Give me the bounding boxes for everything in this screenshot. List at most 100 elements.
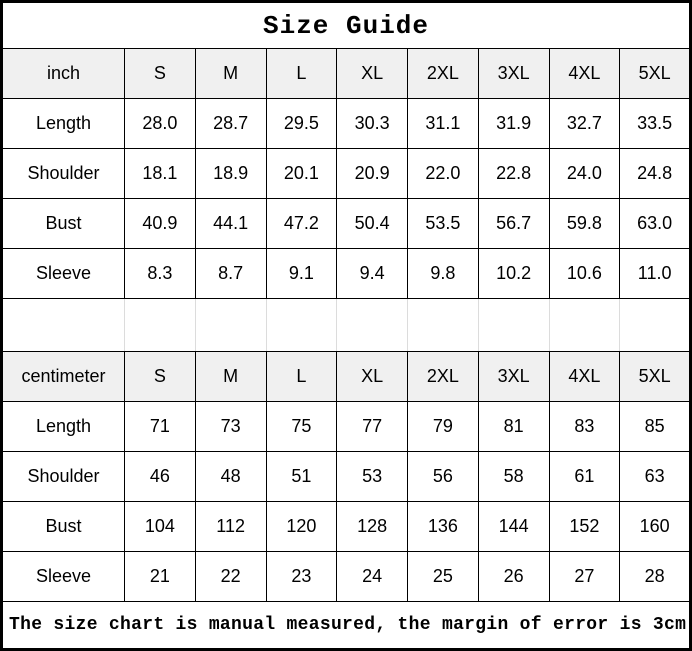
size-header-cell: 4XL — [548, 351, 621, 402]
value-cell: 8.3 — [124, 248, 196, 299]
spacer-cell — [407, 298, 479, 352]
size-header-cell: XL — [336, 48, 408, 99]
value-cell: 28.7 — [194, 98, 267, 149]
spacer-cell — [194, 298, 267, 352]
value-cell: 8.7 — [194, 248, 267, 299]
value-cell: 73 — [194, 401, 267, 452]
value-cell: 112 — [194, 501, 267, 552]
value-cell: 9.4 — [336, 248, 408, 299]
measure-label-cell: Bust — [1, 501, 125, 552]
centimeter-header-row: centimeter S M L XL 2XL 3XL 4XL 5XL — [1, 351, 691, 402]
value-cell: 10.6 — [548, 248, 621, 299]
value-cell: 77 — [336, 401, 408, 452]
size-header-cell: 5XL — [619, 351, 691, 402]
value-cell: 63.0 — [619, 198, 691, 249]
value-cell: 21 — [124, 551, 196, 602]
size-header-cell: S — [124, 351, 196, 402]
measure-label-cell: Sleeve — [1, 551, 125, 602]
size-header-cell: 3XL — [477, 48, 550, 99]
inch-header-row: inch S M L XL 2XL 3XL 4XL 5XL — [1, 48, 691, 99]
value-cell: 61 — [548, 451, 621, 502]
value-cell: 63 — [619, 451, 691, 502]
value-cell: 59.8 — [548, 198, 621, 249]
value-cell: 47.2 — [265, 198, 338, 249]
value-cell: 23 — [265, 551, 338, 602]
size-header-cell: 3XL — [477, 351, 550, 402]
value-cell: 24 — [336, 551, 408, 602]
footer-note: The size chart is manual measured, the m… — [1, 601, 691, 650]
inch-bust-row: Bust 40.9 44.1 47.2 50.4 53.5 56.7 59.8 … — [1, 198, 691, 249]
value-cell: 26 — [477, 551, 550, 602]
size-header-cell: L — [265, 351, 338, 402]
cm-sleeve-row: Sleeve 21 22 23 24 25 26 27 28 — [1, 551, 691, 602]
value-cell: 31.9 — [477, 98, 550, 149]
spacer-cell — [1, 298, 125, 352]
value-cell: 104 — [124, 501, 196, 552]
value-cell: 9.8 — [407, 248, 479, 299]
value-cell: 56 — [407, 451, 479, 502]
value-cell: 31.1 — [407, 98, 479, 149]
value-cell: 22.0 — [407, 148, 479, 199]
measure-label-cell: Sleeve — [1, 248, 125, 299]
size-header-cell: 2XL — [407, 48, 479, 99]
size-header-cell: 4XL — [548, 48, 621, 99]
size-header-cell: M — [194, 48, 267, 99]
value-cell: 71 — [124, 401, 196, 452]
size-header-cell: S — [124, 48, 196, 99]
value-cell: 30.3 — [336, 98, 408, 149]
spacer-cell — [124, 298, 196, 352]
measure-label-cell: Shoulder — [1, 451, 125, 502]
value-cell: 28 — [619, 551, 691, 602]
value-cell: 48 — [194, 451, 267, 502]
size-header-cell: 2XL — [407, 351, 479, 402]
measure-label-cell: Bust — [1, 198, 125, 249]
value-cell: 18.9 — [194, 148, 267, 199]
value-cell: 25 — [407, 551, 479, 602]
value-cell: 144 — [477, 501, 550, 552]
value-cell: 24.8 — [619, 148, 691, 199]
value-cell: 128 — [336, 501, 408, 552]
value-cell: 53.5 — [407, 198, 479, 249]
value-cell: 29.5 — [265, 98, 338, 149]
value-cell: 85 — [619, 401, 691, 452]
spacer-row — [1, 298, 691, 352]
value-cell: 40.9 — [124, 198, 196, 249]
size-header-cell: L — [265, 48, 338, 99]
value-cell: 10.2 — [477, 248, 550, 299]
cm-shoulder-row: Shoulder 46 48 51 53 56 58 61 63 — [1, 451, 691, 502]
value-cell: 51 — [265, 451, 338, 502]
value-cell: 58 — [477, 451, 550, 502]
unit-header-cell-centimeter: centimeter — [1, 351, 125, 402]
unit-header-cell-inch: inch — [1, 48, 125, 99]
value-cell: 53 — [336, 451, 408, 502]
measure-label-cell: Shoulder — [1, 148, 125, 199]
value-cell: 75 — [265, 401, 338, 452]
inch-shoulder-row: Shoulder 18.1 18.9 20.1 20.9 22.0 22.8 2… — [1, 148, 691, 199]
spacer-cell — [548, 298, 621, 352]
size-header-cell: 5XL — [619, 48, 691, 99]
value-cell: 50.4 — [336, 198, 408, 249]
value-cell: 83 — [548, 401, 621, 452]
value-cell: 11.0 — [619, 248, 691, 299]
spacer-cell — [477, 298, 550, 352]
value-cell: 22.8 — [477, 148, 550, 199]
cm-length-row: Length 71 73 75 77 79 81 83 85 — [1, 401, 691, 452]
value-cell: 79 — [407, 401, 479, 452]
title-row: Size Guide — [1, 1, 691, 49]
value-cell: 120 — [265, 501, 338, 552]
value-cell: 46 — [124, 451, 196, 502]
value-cell: 28.0 — [124, 98, 196, 149]
size-header-cell: M — [194, 351, 267, 402]
value-cell: 56.7 — [477, 198, 550, 249]
measure-label-cell: Length — [1, 98, 125, 149]
value-cell: 152 — [548, 501, 621, 552]
measure-label-cell: Length — [1, 401, 125, 452]
spacer-cell — [265, 298, 338, 352]
value-cell: 27 — [548, 551, 621, 602]
spacer-cell — [336, 298, 408, 352]
spacer-cell — [619, 298, 691, 352]
value-cell: 20.1 — [265, 148, 338, 199]
cm-bust-row: Bust 104 112 120 128 136 144 152 160 — [1, 501, 691, 552]
page-title: Size Guide — [1, 1, 691, 49]
